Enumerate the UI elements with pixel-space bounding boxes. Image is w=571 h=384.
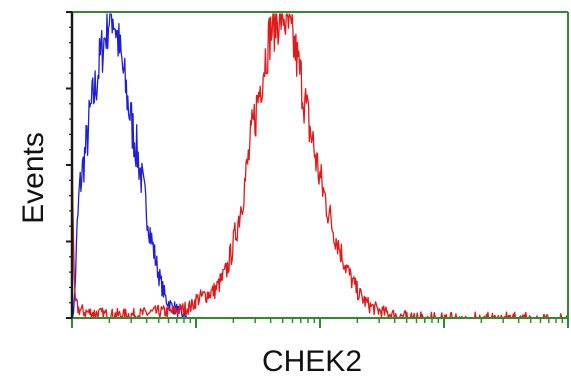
x-axis-title: CHEK2	[262, 345, 362, 378]
plot-area	[66, 11, 569, 328]
y-axis-title: Events	[17, 132, 50, 224]
series-1-trace	[71, 13, 569, 319]
series-0-trace	[71, 13, 191, 319]
